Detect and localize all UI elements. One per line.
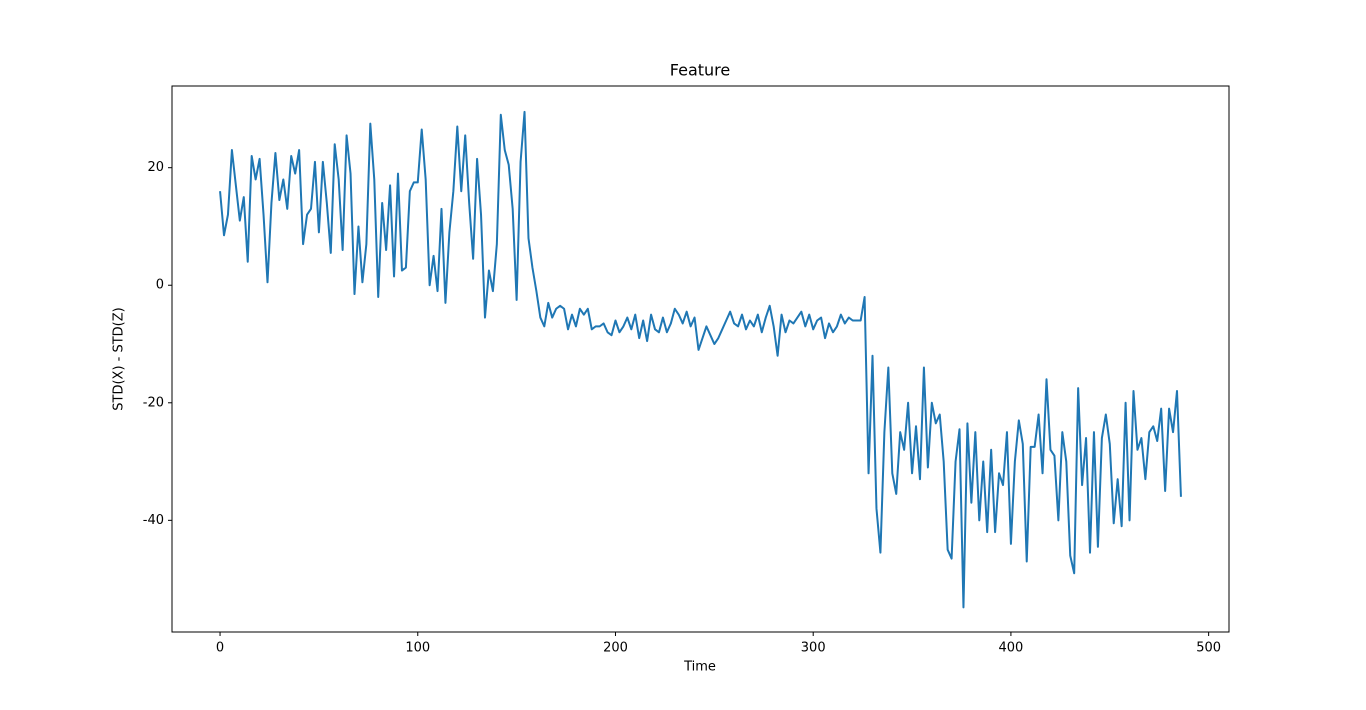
x-tick-label: 200 <box>603 641 628 656</box>
y-tick-label: 0 <box>156 278 164 293</box>
x-tick-label: 500 <box>1196 641 1221 656</box>
x-tick-label: 0 <box>216 641 224 656</box>
y-axis-label: STD(X) - STD(Z) <box>112 307 127 410</box>
x-tick-label: 400 <box>999 641 1024 656</box>
y-tick-label: 20 <box>147 160 164 175</box>
data-line <box>219 110 1182 609</box>
chart-title: Feature <box>670 61 730 80</box>
y-tick-label: -20 <box>143 395 164 410</box>
plot-frame <box>171 85 1230 633</box>
x-tick-label: 300 <box>801 641 826 656</box>
x-tick-label: 100 <box>405 641 430 656</box>
y-tick-label: -40 <box>143 513 164 528</box>
x-axis-label: Time <box>683 660 716 675</box>
